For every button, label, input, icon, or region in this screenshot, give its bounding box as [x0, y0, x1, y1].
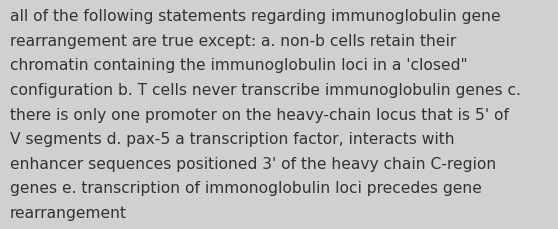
- Text: enhancer sequences positioned 3' of the heavy chain C-region: enhancer sequences positioned 3' of the …: [10, 156, 496, 171]
- Text: V segments d. pax-5 a transcription factor, interacts with: V segments d. pax-5 a transcription fact…: [10, 132, 455, 147]
- Text: chromatin containing the immunoglobulin loci in a 'closed": chromatin containing the immunoglobulin …: [10, 58, 468, 73]
- Text: rearrangement: rearrangement: [10, 205, 127, 220]
- Text: genes e. transcription of immonoglobulin loci precedes gene: genes e. transcription of immonoglobulin…: [10, 181, 482, 196]
- Text: configuration b. T cells never transcribe immunoglobulin genes c.: configuration b. T cells never transcrib…: [10, 83, 521, 98]
- Text: all of the following statements regarding immunoglobulin gene: all of the following statements regardin…: [10, 9, 501, 24]
- Text: there is only one promoter on the heavy-chain locus that is 5' of: there is only one promoter on the heavy-…: [10, 107, 509, 122]
- Text: rearrangement are true except: a. non-b cells retain their: rearrangement are true except: a. non-b …: [10, 34, 456, 49]
